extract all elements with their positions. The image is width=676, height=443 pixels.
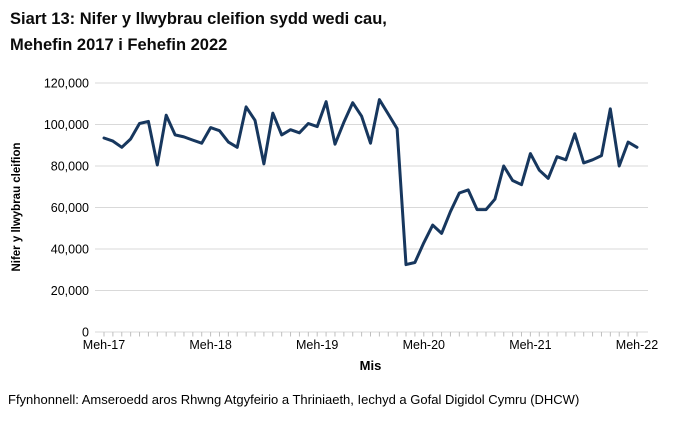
- x-tick-label: Meh-19: [296, 338, 338, 352]
- chart-title-line1: Siart 13: Nifer y llwybrau cleifion sydd…: [10, 10, 387, 28]
- source-note: Ffynhonnell: Amseroedd aros Rhwng Atgyfe…: [8, 392, 580, 407]
- x-tick-label: Meh-20: [403, 338, 445, 352]
- chart-title: Siart 13: Nifer y llwybrau cleifion sydd…: [10, 6, 630, 58]
- x-tick-label: Meh-21: [509, 338, 551, 352]
- y-axis-title: Nifer y llwybrau cleifion: [11, 142, 23, 271]
- y-tick-label: 40,000: [51, 243, 89, 257]
- x-tick-label: Meh-22: [616, 338, 658, 352]
- y-tick-label: 60,000: [51, 201, 89, 215]
- y-tick-label: 0: [82, 326, 89, 340]
- x-tick-label: Meh-17: [83, 338, 125, 352]
- y-tick-label: 100,000: [44, 118, 89, 132]
- chart-title-line2: Mehefin 2017 i Fehefin 2022: [10, 36, 228, 54]
- data-line-closed-pathways: [102, 98, 639, 267]
- y-tick-label: 120,000: [44, 77, 89, 91]
- x-tick-label: Meh-18: [189, 338, 231, 352]
- line-chart-svg: 0 20,000 40,000 60,000 80,000 100,000 120,000 M…: [11, 77, 658, 374]
- y-tick-label: 80,000: [51, 160, 89, 174]
- line-chart: 0 20,000 40,000 60,000 80,000 100,000 120,000 M…: [0, 70, 676, 380]
- y-tick-label: 20,000: [51, 284, 89, 298]
- x-axis-title: Mis: [360, 358, 382, 373]
